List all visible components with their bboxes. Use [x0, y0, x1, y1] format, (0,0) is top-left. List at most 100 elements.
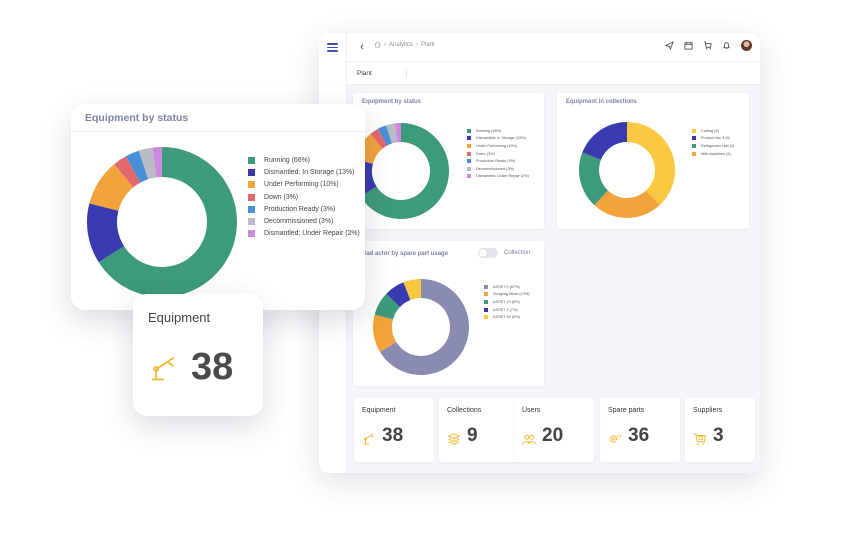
legend-item: Down (3%) — [467, 150, 529, 158]
legend-label: Refrigerator Hall (4) — [701, 143, 735, 148]
legend-label: Product line 3 (5) — [701, 136, 730, 141]
donut-slice-decommissioned[interactable] — [138, 147, 157, 180]
legend-swatch — [484, 315, 488, 320]
legend-label: Running (66%) — [264, 156, 310, 164]
home-icon[interactable] — [374, 41, 381, 48]
legend-item: Dismantled: Under Repair (2%) — [467, 173, 529, 181]
stat-value: 3 — [713, 425, 724, 446]
legend-item: Under Performing (10%) — [248, 179, 360, 191]
card-title: Bad actor by spare part usage — [362, 251, 449, 257]
donut-slice-asset-3[interactable] — [386, 282, 411, 307]
legend-item: Dismantled: Under Repair (2%) — [248, 228, 360, 240]
legend-swatch — [248, 193, 255, 201]
donut-slice-product-line-3[interactable] — [594, 190, 660, 219]
legend-swatch — [692, 143, 696, 148]
donut-slice-production-ready[interactable] — [125, 150, 149, 183]
collection-toggle[interactable] — [478, 248, 498, 258]
donut-slice-production-ready[interactable] — [377, 125, 393, 146]
bad-actor-donut-chart — [373, 279, 469, 375]
legend-label: Dismantled: Under Repair (2%) — [476, 174, 529, 179]
avatar[interactable] — [741, 40, 752, 51]
legend-item: Cutting (8) — [692, 127, 734, 135]
legend-swatch — [248, 156, 255, 164]
donut-slice-cutting[interactable] — [627, 122, 675, 206]
donut-slice-refrigerator-hall[interactable] — [579, 152, 608, 206]
donut-slice-asset-19[interactable] — [374, 293, 401, 320]
legend-swatch — [692, 136, 696, 141]
donut-slice-scraping-mixer[interactable] — [373, 314, 397, 352]
breadcrumb-item-analytics[interactable]: Analytics — [389, 41, 414, 48]
donut-slice-running[interactable] — [98, 147, 237, 297]
legend-item: Scraping Mixer (13%) — [484, 291, 530, 299]
legend-swatch — [484, 299, 488, 304]
stat-card-equipment[interactable]: Equipment 38 — [354, 398, 434, 462]
legend-label: ASSET 16 (6%) — [493, 315, 520, 320]
legend-label: Decommissioned (3%) — [264, 218, 334, 226]
back-button[interactable]: ‹ — [360, 41, 364, 53]
legend-item: ASSET 0 (67%) — [484, 283, 530, 291]
breadcrumb-separator: › — [416, 41, 419, 48]
stat-value: 38 — [382, 425, 404, 446]
legend-label: Down (3%) — [476, 151, 495, 156]
layers-icon — [447, 433, 461, 445]
legend-swatch — [248, 181, 255, 189]
plant-tab-bar: Plant — [347, 62, 760, 85]
legend-item: Production Ready (3%) — [467, 157, 529, 165]
stat-card-spare-parts[interactable]: Spare parts 36 — [600, 398, 680, 462]
legend-label: ASSET 0 (67%) — [493, 284, 520, 289]
legend-label: ASSET 3 (7%) — [493, 307, 518, 312]
cart-icon[interactable] — [703, 41, 712, 50]
breadcrumb-item-plant[interactable]: Plant — [421, 41, 435, 48]
bell-icon[interactable] — [722, 41, 731, 50]
users-icon — [522, 434, 536, 445]
card-title: Equipment by status — [85, 112, 189, 124]
legend-label: Under Performing (10%) — [264, 181, 339, 189]
stat-value: 36 — [628, 425, 650, 446]
gears-icon — [609, 434, 622, 443]
legend-swatch — [467, 151, 471, 156]
stat-card-suppliers[interactable]: Suppliers 3 — [685, 398, 755, 462]
stat-card-users[interactable]: Users 20 — [514, 398, 594, 462]
donut-slice-under-performing[interactable] — [89, 164, 134, 211]
divider — [71, 131, 365, 132]
legend-item: Refrigerator Hall (4) — [692, 142, 734, 150]
legend-swatch — [467, 128, 471, 133]
equipment-popout-card[interactable]: Equipment 38 — [133, 294, 263, 416]
menu-icon[interactable] — [327, 43, 338, 52]
donut-slice-asset-16[interactable] — [403, 279, 421, 300]
equipment-by-status-popout-card: Equipment by status Running (66%) Disman… — [71, 104, 365, 310]
stat-value: 38 — [191, 346, 234, 388]
legend-item: ASSET 19 (8%) — [484, 298, 530, 306]
donut-slice-decommissioned[interactable] — [386, 123, 398, 144]
donut-slice-asset-0[interactable] — [379, 279, 469, 375]
donut-slice-down[interactable] — [370, 128, 388, 149]
donut-slice-dismantled-in-storage[interactable] — [87, 203, 125, 263]
collections-donut-chart — [579, 122, 675, 219]
legend-label: Down (3%) — [264, 193, 299, 201]
donut-slice-running[interactable] — [360, 123, 449, 219]
stat-label: Suppliers — [693, 407, 723, 414]
legend-item: Production Ready (3%) — [248, 203, 360, 215]
send-icon[interactable] — [665, 41, 674, 50]
legend-swatch — [248, 218, 255, 226]
card-title: Equipment in collections — [566, 99, 638, 105]
calendar-icon[interactable] — [684, 41, 693, 50]
legend-item: Product line 3 (5) — [692, 135, 734, 143]
topbar-actions — [665, 40, 752, 51]
stat-value: 9 — [467, 425, 478, 446]
donut-slice-dismantled-under-repair[interactable] — [394, 123, 401, 143]
equipment-by-status-card: Equipment by status Running (66%) Disman… — [353, 93, 544, 229]
donut-slice-milk-machines[interactable] — [582, 122, 627, 160]
legend-swatch — [248, 205, 255, 213]
tab-plant[interactable]: Plant — [357, 69, 407, 78]
legend-item: Milk machines (4) — [692, 150, 734, 158]
supplier-cart-icon — [693, 433, 706, 445]
donut-slice-dismantled-under-repair[interactable] — [152, 147, 162, 178]
legend-item: Down (3%) — [248, 191, 360, 203]
donut-slice-down[interactable] — [114, 156, 141, 188]
stat-card-collections[interactable]: Collections 9 — [439, 398, 519, 462]
legend-swatch — [248, 168, 255, 176]
status-legend-large: Running (66%) Dismantled: In Storage (13… — [248, 154, 360, 240]
legend-label: Milk machines (4) — [701, 151, 731, 156]
legend-label: Production Ready (3%) — [264, 205, 336, 213]
